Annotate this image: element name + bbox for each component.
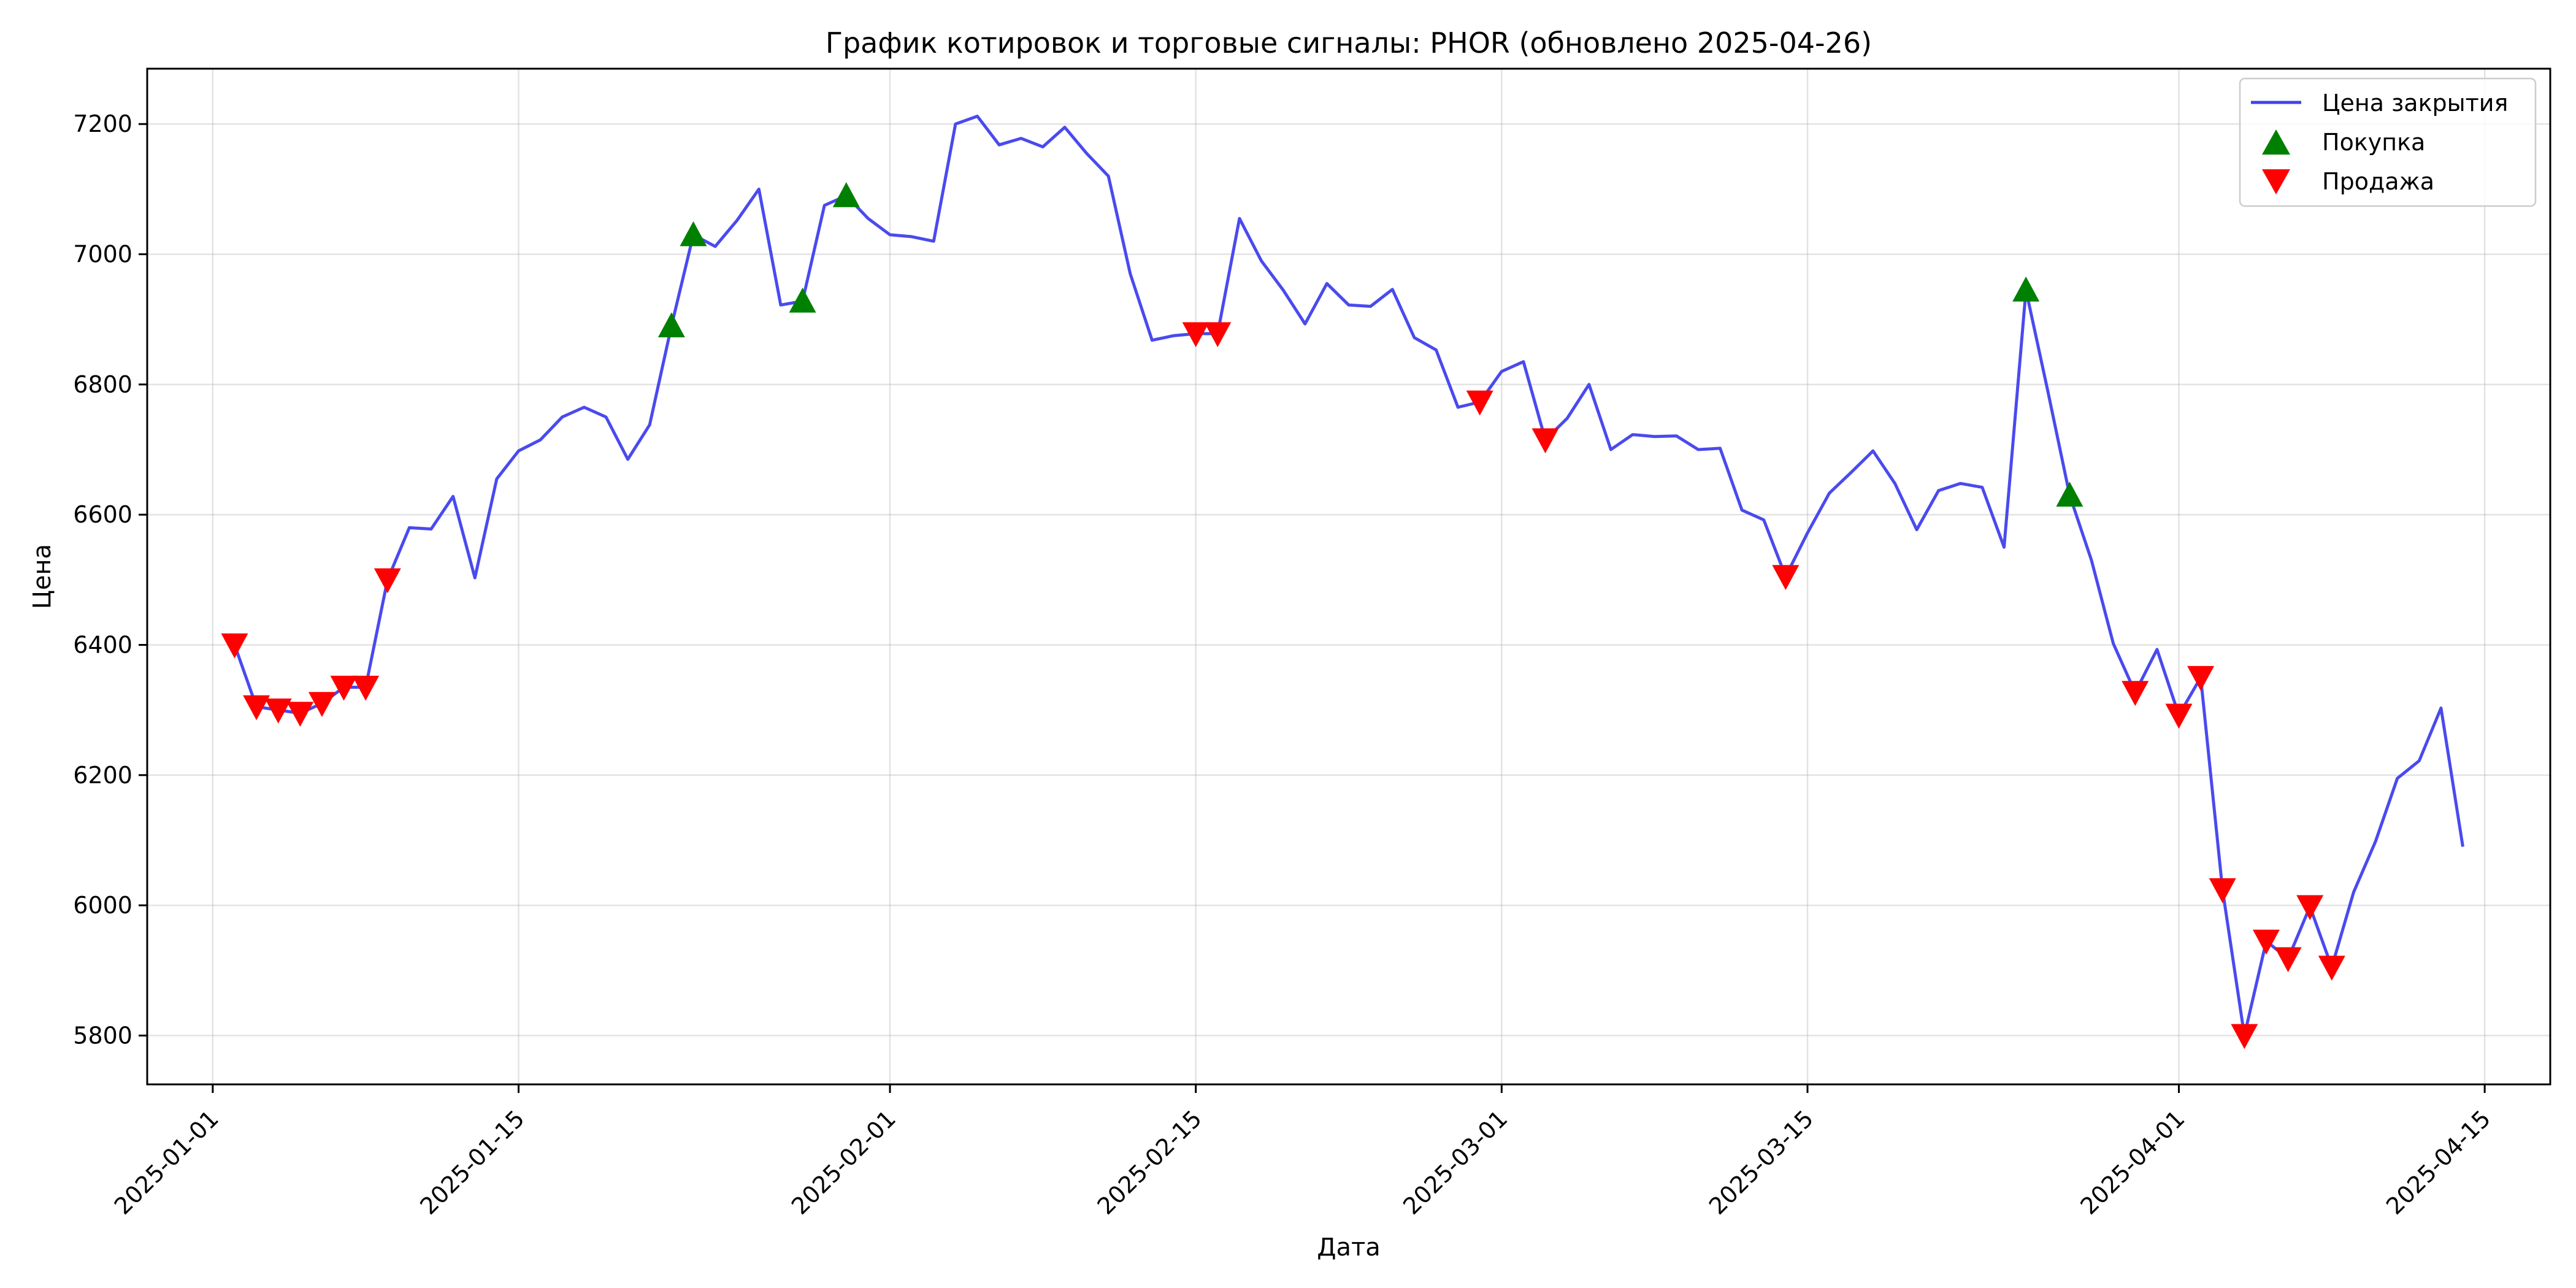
sell-marker — [2318, 956, 2345, 981]
sell-marker — [1182, 322, 1209, 348]
close-price-line — [233, 115, 2464, 1037]
y-gridlines — [147, 123, 2550, 1037]
x-tick-label: 2025-01-01 — [109, 1105, 224, 1220]
chart-title: График котировок и торговые сигналы: PHO… — [826, 26, 1872, 59]
legend-frame — [2239, 77, 2537, 207]
sell-marker — [1772, 565, 1800, 590]
x-gridlines — [212, 69, 2486, 1084]
sell-marker — [330, 675, 358, 701]
x-tick-label: 2025-04-15 — [2381, 1105, 2496, 1220]
sell-marker — [1466, 390, 1493, 416]
sell-marker — [1531, 428, 1559, 454]
x-tick-label: 2025-02-01 — [786, 1105, 901, 1220]
sell-marker — [2252, 929, 2280, 955]
sell-marker — [2187, 665, 2215, 691]
sell-marker — [2122, 681, 2149, 706]
y-tick-label: 6600 — [73, 501, 132, 528]
sell-marker — [1204, 322, 1232, 348]
y-tick-label: 7000 — [73, 241, 132, 268]
legend-label-close: Цена закрытия — [2322, 90, 2508, 117]
buy-marker — [2056, 481, 2083, 507]
legend-buy-swatch — [2262, 129, 2290, 155]
x-tick-label: 2025-01-15 — [415, 1105, 529, 1220]
y-axis-ticks: 5800 6000 6200 6400 6600 6800 7000 7200 — [73, 110, 147, 1049]
sell-marker — [374, 568, 401, 594]
y-axis-label: Цена — [28, 544, 56, 609]
series-close-price — [233, 115, 2464, 1037]
legend-sell-swatch — [2262, 169, 2290, 194]
legend-label-sell: Продажа — [2322, 168, 2434, 195]
legend: Цена закрытия Покупка Продажа — [2239, 77, 2537, 207]
buy-marker — [832, 182, 860, 207]
plot-frame — [146, 67, 2551, 1086]
x-tick-label: 2025-03-01 — [1398, 1105, 1512, 1220]
series-buy-signals — [657, 182, 2083, 507]
buy-marker — [2012, 276, 2040, 302]
y-tick-label: 6800 — [73, 371, 132, 398]
sell-marker — [2209, 878, 2236, 903]
sell-marker — [2231, 1024, 2258, 1049]
y-tick-label: 6000 — [73, 892, 132, 919]
y-tick-label: 7200 — [73, 110, 132, 137]
sell-marker — [2274, 947, 2302, 973]
sell-marker — [2165, 703, 2193, 729]
sell-marker — [2296, 895, 2324, 921]
sell-marker — [221, 633, 248, 659]
x-tick-label: 2025-03-15 — [1704, 1105, 1819, 1220]
y-tick-label: 6400 — [73, 631, 132, 658]
x-axis-ticks: 2025-01-01 2025-01-15 2025-02-01 2025-02-15… — [109, 1084, 2496, 1220]
sell-marker — [286, 702, 314, 727]
y-tick-label: 5800 — [73, 1022, 132, 1049]
x-tick-label: 2025-02-15 — [1092, 1105, 1207, 1220]
buy-marker — [680, 221, 707, 247]
sell-marker — [243, 695, 270, 721]
series-sell-signals — [221, 322, 2345, 1049]
sell-marker — [264, 698, 292, 724]
legend-label-buy: Покупка — [2322, 129, 2425, 156]
y-tick-label: 6200 — [73, 762, 132, 789]
sell-marker — [352, 675, 380, 701]
x-axis-label: Дата — [1317, 1233, 1381, 1262]
sell-marker — [308, 692, 335, 717]
buy-marker — [657, 312, 685, 338]
buy-marker — [789, 287, 816, 313]
x-tick-label: 2025-04-01 — [2075, 1105, 2190, 1220]
